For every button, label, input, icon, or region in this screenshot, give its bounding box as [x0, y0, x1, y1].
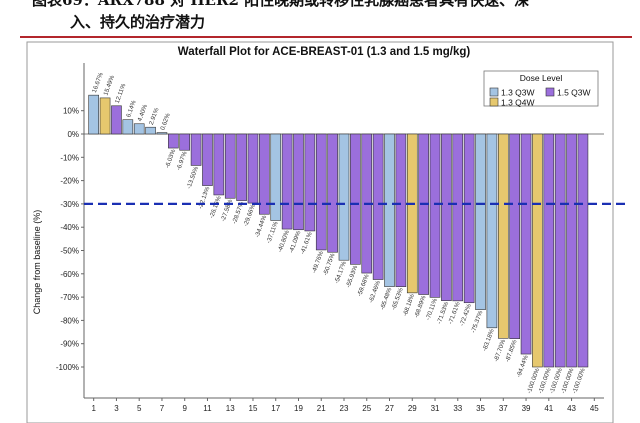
- bar: [406, 133, 418, 294]
- x-tick-label: 1: [91, 404, 96, 413]
- x-tick-label: 13: [226, 404, 235, 413]
- heading-divider: [20, 36, 632, 38]
- bar: [554, 133, 566, 368]
- x-tick-label: 37: [499, 404, 508, 413]
- bar: [315, 133, 327, 251]
- y-tick-label: -50%: [60, 247, 79, 256]
- legend-label: 1.3 Q4W: [501, 98, 535, 108]
- y-tick-label: -80%: [60, 316, 79, 325]
- x-tick-label: 19: [294, 404, 303, 413]
- bar: [338, 133, 350, 261]
- y-tick-label: -20%: [60, 177, 79, 186]
- bar: [293, 133, 304, 231]
- bar: [168, 133, 179, 149]
- x-tick-label: 45: [590, 404, 599, 413]
- x-tick-label: 11: [203, 404, 212, 413]
- y-tick-label: -100%: [56, 363, 79, 372]
- x-tick-label: 29: [408, 404, 417, 413]
- x-tick-label: 15: [249, 404, 258, 413]
- x-tick-label: 3: [114, 404, 119, 413]
- legend-swatch: [489, 87, 499, 97]
- bar: [133, 123, 145, 135]
- x-tick-label: 21: [317, 404, 326, 413]
- heading-line-1: 图表69：ARX788 对 HER2 阳性晚期或转移性乳腺癌患者具有快速、深: [32, 0, 530, 9]
- bar: [372, 133, 384, 280]
- bar: [259, 133, 270, 215]
- bar: [99, 97, 111, 135]
- bar: [463, 133, 475, 304]
- bar: [190, 133, 202, 166]
- bar: [202, 133, 213, 186]
- legend-swatch: [489, 97, 499, 107]
- bar: [281, 133, 293, 230]
- bar: [247, 133, 259, 204]
- bar: [497, 133, 509, 339]
- bar: [452, 133, 464, 302]
- bar: [350, 133, 361, 265]
- x-tick-label: 41: [544, 404, 553, 413]
- bar: [543, 133, 555, 368]
- bar: [88, 94, 99, 135]
- chart-title: Waterfall Plot for ACE-BREAST-01 (1.3 an…: [178, 46, 471, 58]
- x-tick-label: 39: [522, 404, 531, 413]
- bar: [122, 119, 134, 135]
- bar: [156, 132, 168, 135]
- bar: [532, 133, 543, 368]
- bar: [236, 133, 247, 201]
- bar: [304, 133, 316, 232]
- y-tick-label: 10%: [63, 107, 79, 116]
- y-axis-label: Change from baseline (%): [32, 210, 42, 315]
- bar: [111, 105, 122, 135]
- x-tick-label: 17: [271, 404, 280, 413]
- bar: [418, 133, 429, 295]
- bar: [486, 133, 498, 329]
- y-tick-label: -70%: [60, 293, 79, 302]
- document-heading: 图表69：ARX788 对 HER2 阳性晚期或转移性乳腺癌患者具有快速、深 入…: [0, 0, 640, 38]
- bar: [327, 133, 338, 253]
- bar: [179, 133, 191, 151]
- bar: [384, 133, 395, 287]
- x-tick-label: 9: [182, 404, 187, 413]
- legend-title: Dose Level: [520, 73, 563, 83]
- x-tick-label: 31: [431, 404, 440, 413]
- bar: [441, 133, 452, 301]
- legend-label: 1.5 Q3W: [557, 88, 591, 98]
- x-tick-label: 23: [340, 404, 349, 413]
- bar: [577, 133, 589, 368]
- bar: [224, 133, 236, 199]
- x-tick-label: 33: [453, 404, 462, 413]
- y-tick-label: -30%: [60, 200, 79, 209]
- heading-line-2: 入、持久的治疗潜力: [70, 13, 206, 31]
- legend-label: 1.3 Q3W: [501, 88, 535, 98]
- legend-swatch: [545, 87, 555, 97]
- bar: [509, 133, 520, 339]
- bar: [566, 133, 577, 368]
- bar: [395, 133, 407, 287]
- waterfall-chart: Waterfall Plot for ACE-BREAST-01 (1.3 an…: [26, 41, 630, 423]
- y-tick-label: 0%: [67, 130, 79, 139]
- y-tick-label: -60%: [60, 270, 79, 279]
- x-tick-label: 5: [137, 404, 142, 413]
- bar: [475, 133, 486, 310]
- x-tick-label: 7: [160, 404, 165, 413]
- bar: [429, 133, 441, 298]
- bar: [270, 133, 282, 221]
- bar: [145, 126, 156, 135]
- bar: [520, 133, 532, 355]
- y-tick-label: -90%: [60, 340, 79, 349]
- y-tick-label: -10%: [60, 153, 79, 162]
- legend-box: [483, 70, 599, 107]
- x-tick-label: 27: [385, 404, 394, 413]
- x-tick-label: 35: [476, 404, 485, 413]
- x-tick-label: 25: [362, 404, 371, 413]
- bar: [213, 133, 225, 196]
- x-tick-label: 43: [567, 404, 576, 413]
- y-tick-label: -40%: [60, 223, 79, 232]
